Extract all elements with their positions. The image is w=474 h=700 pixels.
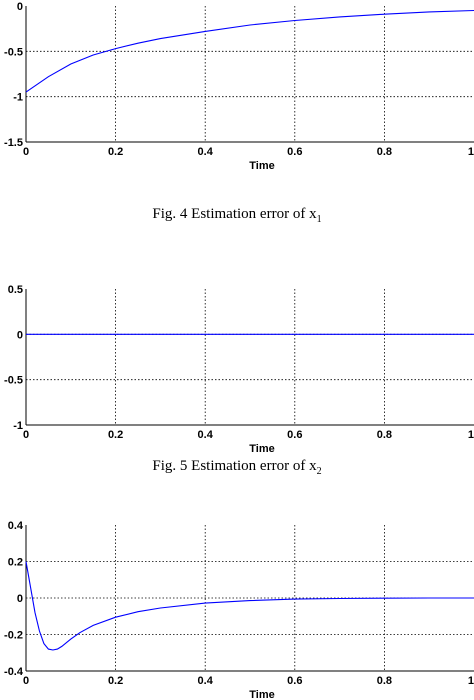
y-tick-label: 0.5 [8, 284, 23, 296]
y-tick-label: -1 [13, 420, 23, 432]
x-tick-label: 0.2 [108, 429, 123, 441]
y-tick-label: 0 [17, 593, 23, 605]
x-tick-label: 0.4 [198, 146, 214, 158]
y-tick-label: 0 [17, 329, 23, 341]
y-tick-label: 0 [17, 1, 23, 13]
x-tick-label: 0 [23, 675, 29, 687]
x-tick-label: 1 [468, 429, 474, 441]
x-tick-label: 0.8 [377, 675, 392, 687]
x-tick-label: 0.2 [108, 675, 123, 687]
x-tick-label: 0.8 [377, 429, 392, 441]
x-tick-label: 1 [468, 146, 474, 158]
x-axis-label: Time [249, 160, 274, 172]
y-tick-label: -1 [13, 92, 23, 104]
y-tick-label: -1.5 [4, 137, 23, 149]
x-tick-label: 0.4 [198, 429, 214, 441]
figure-caption-1: Fig. 4 Estimation error of x1 [152, 206, 321, 225]
y-tick-label: -0.2 [4, 630, 23, 642]
x-tick-label: 0.6 [287, 675, 302, 687]
y-tick-label: 0.2 [8, 557, 23, 569]
x-tick-label: 0 [23, 146, 29, 158]
y-tick-label: -0.5 [4, 46, 23, 58]
x-tick-label: 0 [23, 429, 29, 441]
x-tick-label: 0.6 [287, 146, 302, 158]
figure-caption-2: Fig. 5 Estimation error of x2 [152, 458, 321, 477]
y-tick-label: 0.4 [8, 520, 24, 532]
x-axis-label: Time [249, 689, 274, 700]
x-tick-label: 0.2 [108, 146, 123, 158]
x-tick-label: 0.6 [287, 429, 302, 441]
x-axis-label: Time [249, 443, 274, 455]
y-tick-label: -0.4 [4, 666, 24, 678]
series-line-1 [25, 561, 474, 651]
y-tick-label: -0.5 [4, 375, 23, 387]
x-tick-label: 0.4 [198, 675, 214, 687]
series-line-1 [25, 9, 474, 93]
x-tick-label: 0.8 [377, 146, 392, 158]
x-tick-label: 1 [468, 675, 474, 687]
